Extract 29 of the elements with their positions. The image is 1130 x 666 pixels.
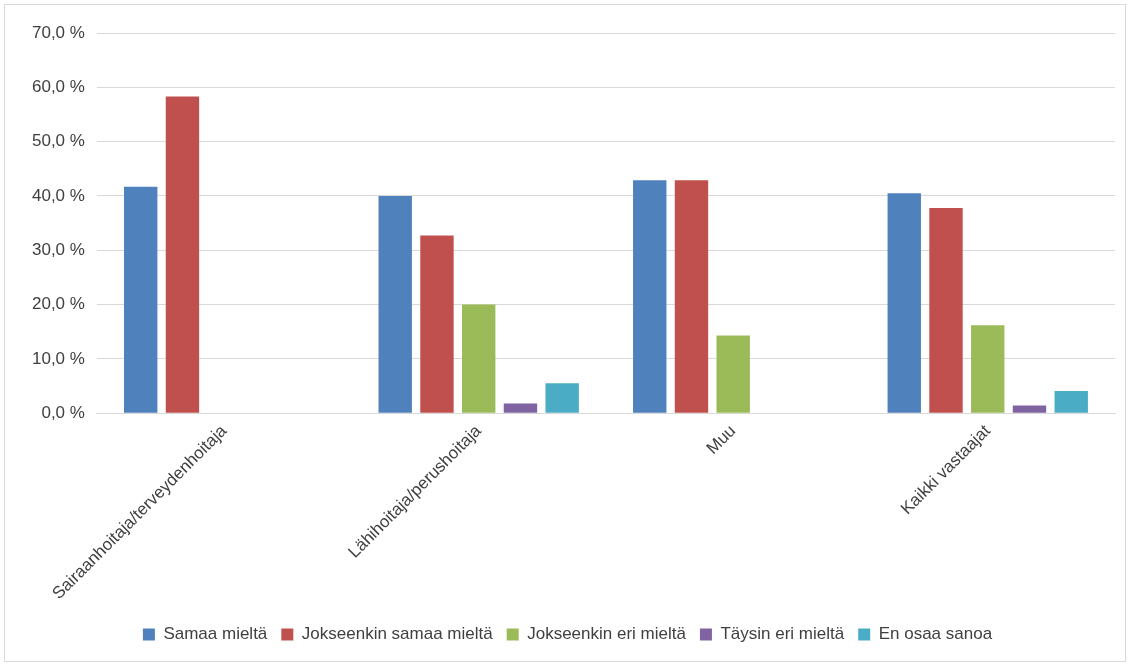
bar (503, 403, 538, 413)
bar (887, 193, 921, 413)
bar (929, 207, 963, 413)
bar (124, 186, 158, 413)
bar (1054, 390, 1088, 413)
x-tick-label: Muu (702, 421, 740, 458)
legend-label: Jokseenkin samaa mieltä (301, 624, 494, 644)
y-tick-label: 40,0 % (31, 185, 85, 205)
legend-label: Jokseenkin eri mieltä (527, 624, 687, 644)
bar (165, 96, 200, 413)
bar (545, 383, 579, 413)
y-tick-label: 70,0 % (31, 22, 85, 42)
y-tick-label: 0,0 % (41, 402, 85, 422)
bar (716, 335, 750, 413)
legend-label: Samaa mieltä (163, 624, 268, 644)
bar (674, 180, 709, 413)
legend-label: En osaa sanoa (878, 624, 993, 644)
y-tick-label: 50,0 % (31, 131, 85, 151)
bar (462, 304, 496, 413)
bar (378, 195, 412, 413)
y-tick-label: 30,0 % (31, 239, 85, 259)
y-tick-label: 10,0 % (31, 348, 85, 368)
bar (633, 180, 667, 413)
bar (420, 235, 454, 413)
y-tick-label: 60,0 % (31, 77, 85, 96)
legend-label: Täysin eri mieltä (720, 624, 845, 644)
bar (971, 325, 1005, 413)
y-tick-label: 20,0 % (31, 294, 85, 314)
bar (1012, 405, 1047, 413)
